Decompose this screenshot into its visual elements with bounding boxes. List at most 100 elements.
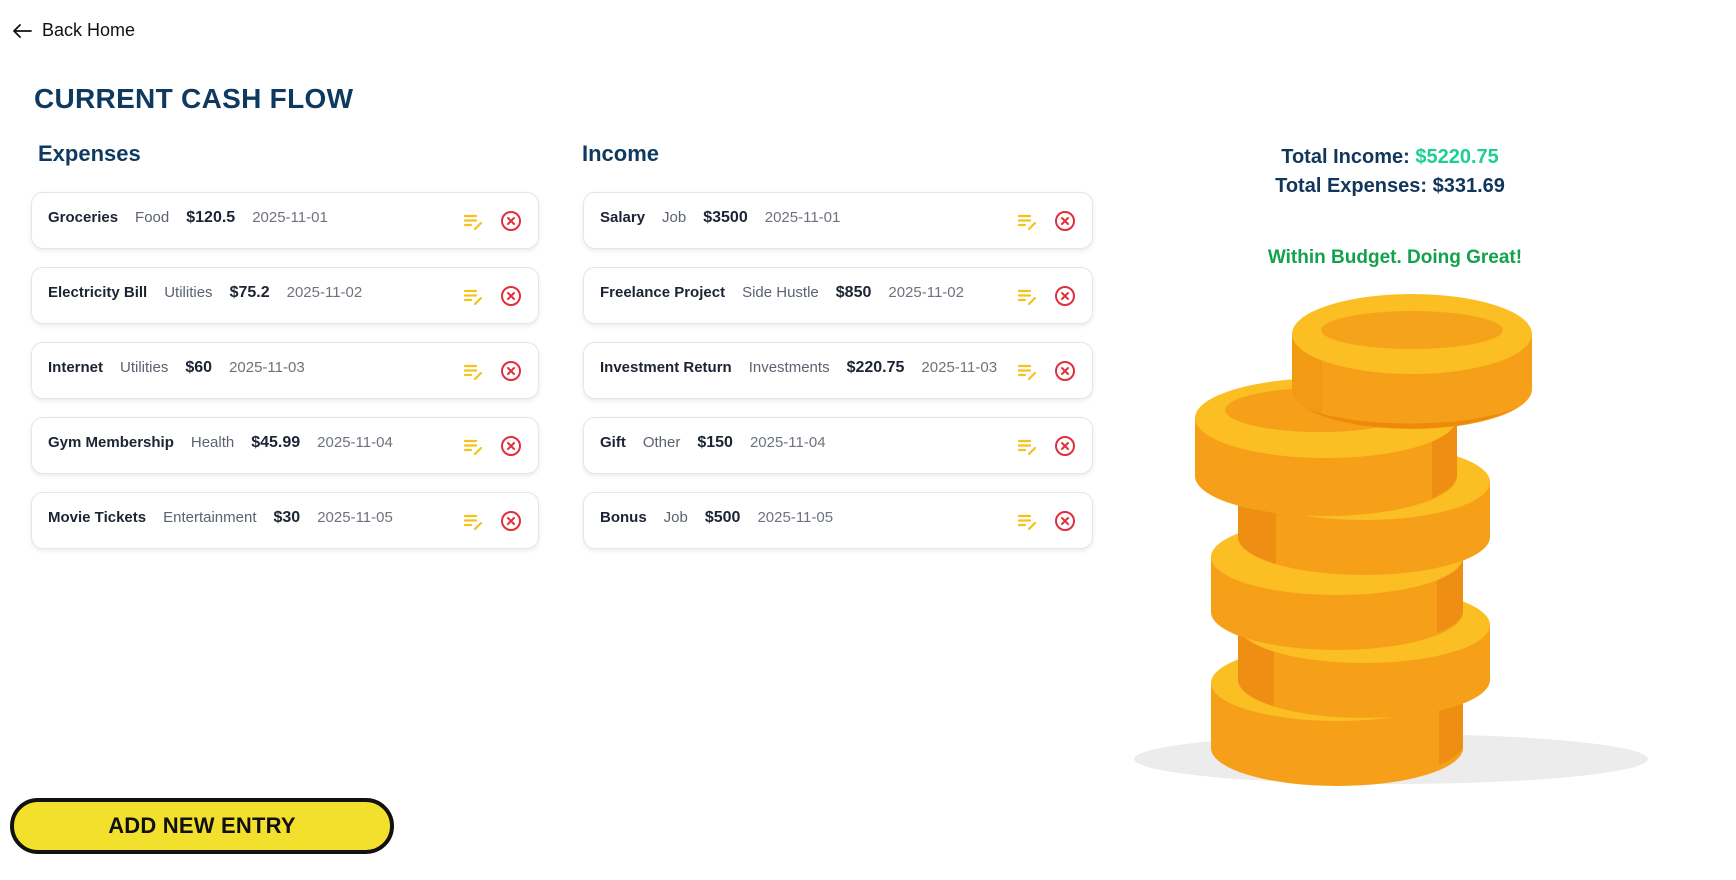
edit-note-icon bbox=[463, 289, 483, 305]
entry-category: Investments bbox=[748, 358, 830, 376]
total-expenses-label: Total Expenses: bbox=[1275, 175, 1428, 197]
expense-row: Gym Membership Health $45.99 2025-11-04 bbox=[31, 417, 539, 474]
arrow-left-icon bbox=[13, 23, 32, 38]
entry-date: 2025-11-04 bbox=[749, 433, 826, 451]
edit-note-icon bbox=[463, 514, 483, 530]
entry-name: Freelance Project bbox=[600, 283, 726, 301]
entry-date: 2025-11-03 bbox=[921, 358, 998, 376]
entry-name: Salary bbox=[600, 208, 646, 226]
edit-note-icon bbox=[463, 439, 483, 455]
circle-x-icon bbox=[501, 510, 521, 531]
expense-row: Internet Utilities $60 2025-11-03 bbox=[31, 342, 539, 399]
expense-row: Groceries Food $120.5 2025-11-01 bbox=[31, 192, 539, 249]
entry-date: 2025-11-02 bbox=[888, 283, 964, 301]
entry-category: Entertainment bbox=[163, 508, 257, 526]
edit-note-icon bbox=[1017, 364, 1037, 380]
total-expenses-line: Total Expenses: $331.69 bbox=[1190, 172, 1590, 201]
delete-button[interactable] bbox=[1054, 360, 1076, 382]
income-row: Bonus Job $500 2025-11-05 bbox=[583, 492, 1093, 549]
circle-x-icon bbox=[1055, 210, 1075, 231]
entry-name: Electricity Bill bbox=[48, 283, 148, 301]
budget-status: Within Budget. Doing Great! bbox=[1267, 247, 1523, 268]
entry-amount: $30 bbox=[273, 508, 301, 526]
circle-x-icon bbox=[501, 435, 521, 456]
coin-stack-illustration bbox=[1134, 294, 1648, 786]
delete-button[interactable] bbox=[500, 435, 522, 457]
circle-x-icon bbox=[501, 360, 521, 381]
edit-button[interactable] bbox=[462, 360, 484, 382]
entry-category: Health bbox=[190, 433, 235, 451]
edit-button[interactable] bbox=[1016, 510, 1038, 532]
page-title: CURRENT CASH FLOW bbox=[34, 83, 354, 114]
edit-note-icon bbox=[463, 364, 483, 380]
entry-category: Utilities bbox=[120, 358, 169, 376]
delete-button[interactable] bbox=[1054, 210, 1076, 232]
edit-button[interactable] bbox=[1016, 285, 1038, 307]
edit-note-icon bbox=[1017, 214, 1037, 230]
back-home-label: Back Home bbox=[42, 20, 136, 40]
entry-name: Gift bbox=[600, 433, 626, 451]
delete-button[interactable] bbox=[500, 210, 522, 232]
delete-button[interactable] bbox=[1054, 435, 1076, 457]
expenses-list: Groceries Food $120.5 2025-11-01 Electri… bbox=[31, 192, 539, 549]
total-income-line: Total Income: $5220.75 bbox=[1190, 143, 1590, 172]
entry-amount: $120.5 bbox=[186, 208, 236, 226]
edit-button[interactable] bbox=[462, 510, 484, 532]
entry-name: Movie Tickets bbox=[48, 508, 147, 526]
expense-row: Electricity Bill Utilities $75.2 2025-11… bbox=[31, 267, 539, 324]
entry-amount: $3500 bbox=[703, 208, 748, 226]
entry-category: Job bbox=[662, 208, 687, 226]
edit-button[interactable] bbox=[462, 435, 484, 457]
back-home-link[interactable]: Back Home bbox=[12, 20, 135, 41]
income-row: Salary Job $3500 2025-11-01 bbox=[583, 192, 1093, 249]
entry-amount: $45.99 bbox=[251, 433, 301, 451]
circle-x-icon bbox=[501, 210, 521, 231]
expense-row: Movie Tickets Entertainment $30 2025-11-… bbox=[31, 492, 539, 549]
circle-x-icon bbox=[1055, 360, 1075, 381]
entry-date: 2025-11-02 bbox=[286, 283, 363, 301]
edit-note-icon bbox=[1017, 289, 1037, 305]
income-row: Gift Other $150 2025-11-04 bbox=[583, 417, 1093, 474]
entry-amount: $150 bbox=[697, 433, 733, 451]
entry-amount: $60 bbox=[185, 358, 213, 376]
entry-category: Side Hustle bbox=[742, 283, 819, 301]
entry-date: 2025-11-05 bbox=[317, 508, 393, 526]
circle-x-icon bbox=[1055, 435, 1075, 456]
income-list: Salary Job $3500 2025-11-01 Freelance Pr… bbox=[583, 192, 1093, 549]
totals-summary: Total Income: $5220.75 Total Expenses: $… bbox=[1190, 143, 1590, 201]
entry-date: 2025-11-05 bbox=[757, 508, 834, 526]
circle-x-icon bbox=[1055, 510, 1075, 531]
total-income-value: $5220.75 bbox=[1415, 146, 1499, 168]
expenses-heading: Expenses bbox=[38, 141, 141, 166]
edit-note-icon bbox=[1017, 439, 1037, 455]
entry-date: 2025-11-01 bbox=[764, 208, 841, 226]
delete-button[interactable] bbox=[1054, 285, 1076, 307]
edit-button[interactable] bbox=[1016, 210, 1038, 232]
total-income-label: Total Income: bbox=[1281, 146, 1410, 168]
edit-note-icon bbox=[1017, 514, 1037, 530]
delete-button[interactable] bbox=[500, 285, 522, 307]
entry-category: Job bbox=[663, 508, 688, 526]
entry-date: 2025-11-01 bbox=[252, 208, 328, 226]
edit-button[interactable] bbox=[1016, 435, 1038, 457]
entry-category: Other bbox=[642, 433, 681, 451]
entry-name: Gym Membership bbox=[48, 433, 174, 451]
entry-amount: $850 bbox=[835, 283, 872, 301]
entry-date: 2025-11-04 bbox=[317, 433, 393, 451]
entry-amount: $220.75 bbox=[846, 358, 905, 376]
entry-amount: $75.2 bbox=[229, 283, 270, 301]
income-row: Freelance Project Side Hustle $850 2025-… bbox=[583, 267, 1093, 324]
entry-name: Investment Return bbox=[600, 358, 732, 376]
delete-button[interactable] bbox=[1054, 510, 1076, 532]
edit-button[interactable] bbox=[1016, 360, 1038, 382]
entry-name: Groceries bbox=[48, 208, 119, 226]
total-expenses-value: $331.69 bbox=[1432, 175, 1505, 197]
delete-button[interactable] bbox=[500, 360, 522, 382]
add-new-entry-button[interactable]: ADD NEW ENTRY bbox=[10, 798, 394, 854]
entry-amount: $500 bbox=[704, 508, 741, 526]
edit-button[interactable] bbox=[462, 285, 484, 307]
income-row: Investment Return Investments $220.75 20… bbox=[583, 342, 1093, 399]
edit-button[interactable] bbox=[462, 210, 484, 232]
entry-category: Food bbox=[135, 208, 170, 226]
delete-button[interactable] bbox=[500, 510, 522, 532]
